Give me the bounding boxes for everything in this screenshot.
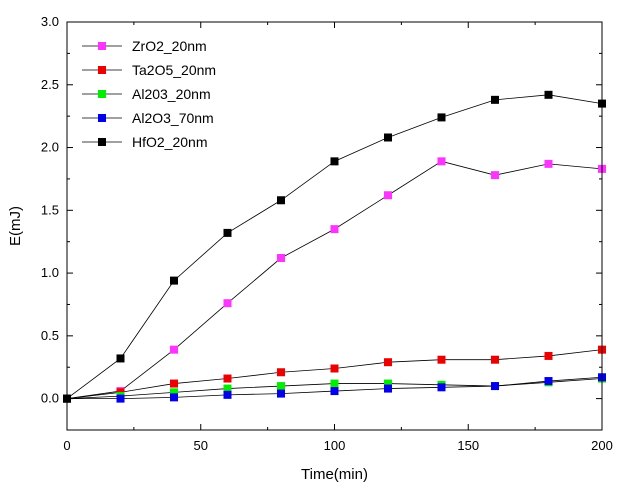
x-tick-label: 0 <box>63 438 70 453</box>
x-axis-title: Time(min) <box>301 466 368 483</box>
data-point <box>330 379 339 388</box>
data-point <box>544 159 553 168</box>
data-point <box>170 345 178 354</box>
data-point <box>384 379 392 388</box>
legend-label: HfO2_20nm <box>132 134 207 150</box>
data-point <box>544 351 553 360</box>
data-point <box>223 390 232 399</box>
legend-item: Ta2O5_20nm <box>82 62 216 78</box>
data-point <box>437 355 446 364</box>
legend-label: Al203_20nm <box>132 86 211 102</box>
x-tick-label: 100 <box>324 438 346 453</box>
data-point <box>170 276 178 285</box>
data-point <box>277 368 285 377</box>
y-tick-label: 0.5 <box>41 328 59 343</box>
legend-marker <box>98 114 106 122</box>
data-point <box>384 358 392 367</box>
legend: ZrO2_20nm Ta2O5_20nm Al203_20nm Al2O3_70nm H… <box>82 38 216 150</box>
legend-marker <box>98 138 106 146</box>
data-point <box>330 387 339 396</box>
data-point <box>116 354 125 363</box>
legend-marker <box>98 90 106 98</box>
data-point <box>384 384 392 393</box>
y-tick-label: 0.0 <box>41 391 59 406</box>
data-point <box>223 228 232 237</box>
x-tick-label: 50 <box>194 438 208 453</box>
data-point <box>170 388 178 397</box>
series-Al2O3_70nm <box>63 373 606 403</box>
data-point <box>491 95 499 104</box>
data-point <box>277 382 285 391</box>
data-point <box>116 394 125 403</box>
data-point <box>330 364 339 373</box>
y-tick-label: 1.5 <box>41 202 59 217</box>
data-point <box>384 191 392 200</box>
data-point <box>277 254 285 263</box>
data-point <box>491 355 499 364</box>
data-point <box>384 133 392 142</box>
data-point <box>223 299 232 308</box>
data-point <box>437 157 446 166</box>
y-tick-label: 1.0 <box>41 265 59 280</box>
legend-item: Al2O3_70nm <box>82 110 214 126</box>
legend-marker <box>98 66 106 74</box>
y-tick-label: 2.0 <box>41 140 59 155</box>
series-line <box>66 160 603 400</box>
legend-item: HfO2_20nm <box>82 134 207 150</box>
data-point <box>330 225 339 234</box>
data-point <box>491 171 499 180</box>
data-point <box>223 384 232 393</box>
data-point <box>437 383 446 392</box>
x-tick-label: 150 <box>457 438 479 453</box>
data-point <box>223 374 232 383</box>
y-tick-label: 2.5 <box>41 77 59 92</box>
axis-ticks: 0 50 100 150 200 0.0 0.5 1.0 1.5 2.0 2.5 3.0 <box>41 14 613 453</box>
legend-marker <box>98 42 106 50</box>
data-point <box>170 379 178 388</box>
legend-label: ZrO2_20nm <box>132 38 207 54</box>
data-point <box>437 113 446 122</box>
data-point <box>330 157 339 166</box>
y-axis-title: E(mJ) <box>7 206 24 246</box>
data-point <box>170 393 178 402</box>
data-point <box>491 382 499 391</box>
y-tick-label: 3.0 <box>41 14 59 29</box>
legend-item: Al203_20nm <box>82 86 211 102</box>
data-point <box>277 389 285 398</box>
data-point <box>544 90 553 99</box>
legend-label: Al2O3_70nm <box>132 110 214 126</box>
legend-label: Ta2O5_20nm <box>132 62 216 78</box>
data-point <box>277 196 285 205</box>
legend-item: ZrO2_20nm <box>82 38 207 54</box>
x-tick-label: 200 <box>591 438 613 453</box>
data-point <box>544 377 553 386</box>
